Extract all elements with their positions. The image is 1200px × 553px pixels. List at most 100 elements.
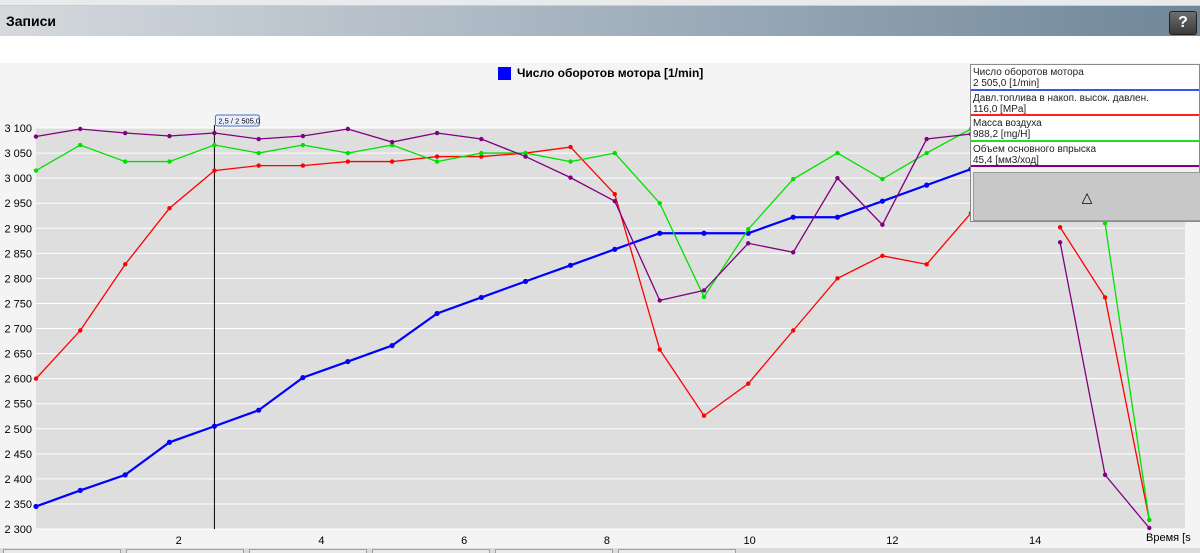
signal-name: Объем основного впрыска: [973, 143, 1097, 155]
data-point: [880, 176, 885, 182]
cursor-label: 2,5 / 2 505,0: [218, 117, 260, 126]
data-point: [300, 133, 306, 139]
signal-color-line: [971, 114, 1199, 116]
data-point: [701, 288, 707, 293]
signal-color-line: [971, 88, 1199, 91]
cursor-label-box: [214, 114, 260, 127]
signal-name: Давл.топлива в накоп. высок. давлен.: [973, 92, 1149, 104]
x-tick-label: 14: [1029, 535, 1041, 547]
x-tick-label: 12: [886, 535, 898, 547]
data-point: [834, 214, 841, 220]
y-tick-label: 2 450: [4, 449, 32, 461]
legend-label: Число оборотов мотора [1/min]: [517, 66, 704, 80]
data-point: [657, 347, 662, 352]
y-tick-label: 2 550: [4, 399, 32, 411]
signal-item-air-mass[interactable]: Масса воздуха 988,2 [mg/H]: [971, 116, 1199, 142]
signal-panel: Число оборотов мотора 2 505,0 [1/min] Да…: [970, 64, 1200, 222]
data-point: [1102, 472, 1108, 478]
bottom-tab[interactable]: [495, 549, 613, 553]
data-point: [123, 159, 128, 164]
y-tick-label: 2 700: [4, 324, 32, 336]
data-point: [33, 376, 39, 381]
data-point: [924, 150, 929, 156]
data-point: [835, 150, 840, 156]
data-point: [211, 423, 218, 429]
data-point: [33, 168, 39, 173]
data-point: [78, 126, 83, 132]
triangle-up-icon: △: [1081, 189, 1093, 205]
signal-item-fuel-pressure[interactable]: Давл.топлива в накоп. высок. давлен. 116…: [971, 90, 1199, 116]
data-point: [924, 182, 930, 188]
signal-value: 116,0 [MPa]: [973, 103, 1027, 115]
x-tick-label: 4: [318, 535, 324, 547]
window-title: Записи: [6, 13, 57, 29]
series-line: [35, 128, 972, 299]
signal-name: Число оборотов мотора: [973, 67, 1084, 78]
data-point: [1102, 295, 1108, 300]
data-point: [924, 262, 929, 267]
data-point: [345, 159, 351, 164]
data-point: [167, 206, 172, 211]
signal-value: 2 505,0 [1/min]: [973, 78, 1040, 89]
data-point: [434, 310, 440, 317]
signal-color-line: [971, 139, 1199, 142]
data-point: [256, 163, 261, 168]
bottom-tab[interactable]: [126, 549, 244, 553]
x-tick-label: 6: [461, 535, 467, 547]
data-point: [77, 487, 83, 494]
data-point: [523, 154, 528, 159]
data-point: [256, 150, 261, 156]
bottom-tab[interactable]: [618, 549, 736, 553]
data-point: [879, 198, 886, 204]
data-point: [746, 241, 751, 246]
data-point: [657, 200, 662, 206]
data-point: [612, 191, 617, 197]
series-line: [1104, 223, 1150, 521]
data-point: [746, 381, 751, 386]
signal-item-injection-volume[interactable]: Объем основного впрыска 45,4 [мм3/ход]: [971, 141, 1199, 167]
y-tick-label: 3 100: [4, 123, 32, 135]
y-tick-label: 2 750: [4, 298, 32, 310]
data-point: [701, 230, 707, 236]
data-point: [434, 154, 440, 159]
bottom-tab[interactable]: [249, 549, 367, 553]
data-point: [300, 375, 306, 381]
signal-item-rpm[interactable]: Число оборотов мотора 2 505,0 [1/min]: [971, 65, 1199, 91]
collapse-panel-button[interactable]: △: [973, 172, 1200, 221]
data-point: [790, 176, 796, 182]
data-point: [256, 407, 262, 413]
bottom-tab[interactable]: [3, 549, 121, 553]
data-point: [345, 358, 351, 365]
series-line: [35, 168, 972, 508]
data-point: [123, 262, 128, 267]
data-point: [479, 150, 484, 156]
data-point: [479, 154, 484, 159]
help-button[interactable]: ?: [1169, 11, 1197, 35]
data-point: [123, 130, 128, 136]
signal-name: Масса воздуха: [973, 118, 1042, 129]
legend-swatch: [498, 66, 511, 80]
y-tick-label: 2 900: [4, 223, 32, 235]
series-line: [35, 146, 972, 417]
data-point: [1057, 225, 1063, 230]
data-point: [389, 342, 395, 349]
y-tick-label: 2 950: [4, 198, 32, 210]
data-point: [880, 253, 885, 259]
data-point: [835, 175, 840, 181]
signal-value: 45,4 [мм3/ход]: [973, 154, 1039, 166]
data-point: [657, 298, 662, 303]
data-point: [212, 168, 217, 173]
data-point: [78, 328, 83, 333]
data-point: [701, 294, 707, 300]
data-point: [522, 278, 529, 284]
data-point: [523, 150, 528, 156]
data-point: [478, 294, 484, 301]
data-point: [567, 262, 574, 268]
series-line: [35, 128, 971, 302]
data-point: [33, 134, 39, 139]
y-tick-label: 2 850: [4, 248, 32, 260]
data-point: [33, 503, 39, 510]
data-point: [657, 230, 663, 236]
bottom-tab[interactable]: [372, 549, 490, 553]
y-tick-label: 2 300: [4, 524, 32, 536]
